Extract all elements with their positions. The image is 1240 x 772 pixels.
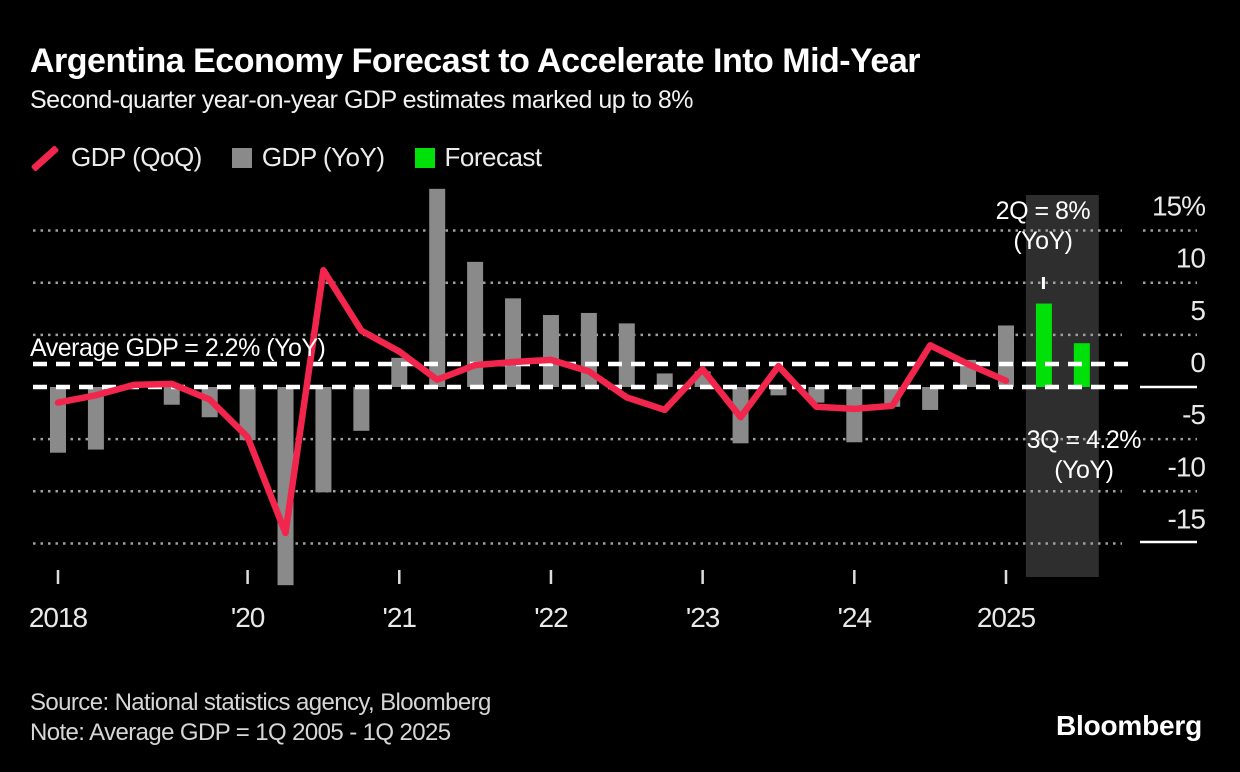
- y-tick-label: 10: [1176, 243, 1206, 274]
- annotation-line1: 3Q = 4.2%: [1027, 426, 1142, 454]
- gray-square-swatch-icon: [231, 147, 252, 168]
- y-tick-label: 0: [1190, 347, 1205, 378]
- y-tick-label: 15%: [1152, 191, 1205, 222]
- y-tick-label: -5: [1182, 399, 1205, 430]
- legend-label: Forecast: [444, 142, 543, 172]
- legend-item-gdp-yoy: GDP (YoY): [231, 142, 385, 173]
- annotation: 2Q = 8%(YoY): [996, 197, 1091, 255]
- chart-footer: Source: National statistics agency, Bloo…: [30, 688, 491, 748]
- yoy-bar: [505, 298, 522, 387]
- yoy-bar: [770, 387, 787, 396]
- legend-item-forecast: Forecast: [414, 142, 543, 173]
- yoy-bar: [429, 188, 446, 387]
- x-tick-label: '20: [231, 602, 265, 633]
- x-tick-label: 2018: [29, 602, 88, 633]
- y-tick-label: 5: [1190, 295, 1205, 326]
- yoy-bar: [277, 387, 294, 586]
- chart-legend: GDP (QoQ) GDP (YoY) Forecast: [30, 142, 572, 173]
- annotation-line2: (YoY): [1013, 227, 1072, 255]
- annotation-line1: 2Q = 8%: [996, 197, 1091, 225]
- page-title: Argentina Economy Forecast to Accelerate…: [30, 42, 920, 80]
- legend-label: GDP (YoY): [261, 142, 385, 172]
- legend-item-gdp-qoq: GDP (QoQ): [30, 142, 202, 173]
- yoy-bar: [315, 387, 332, 493]
- bloomberg-logo: Bloomberg: [1056, 710, 1202, 741]
- x-tick-label: '24: [838, 602, 872, 633]
- yoy-bar: [239, 387, 256, 441]
- note-text: Note: Average GDP = 1Q 2005 - 1Q 2025: [30, 719, 451, 746]
- yoy-bar: [467, 261, 484, 387]
- x-tick-label: '23: [686, 602, 720, 633]
- x-tick-label: '21: [383, 602, 417, 633]
- annotation: 3Q = 4.2%(YoY): [1027, 426, 1142, 484]
- x-tick-label: 2025: [977, 602, 1036, 633]
- yoy-bar: [50, 387, 66, 453]
- source-text: Source: National statistics agency, Bloo…: [30, 689, 491, 716]
- legend-label: GDP (QoQ): [71, 142, 202, 172]
- yoy-bar: [846, 387, 863, 443]
- y-tick-label: -10: [1168, 451, 1206, 482]
- yoy-bar: [922, 387, 939, 410]
- yoy-bar: [998, 325, 1014, 387]
- qoq-line: [54, 266, 1010, 537]
- yoy-bar: [656, 373, 673, 387]
- x-tick-label: '22: [534, 602, 568, 633]
- yoy-bar: [163, 387, 180, 405]
- page-subtitle: Second-quarter year-on-year GDP estimate…: [30, 86, 694, 114]
- forecast-bar: [1035, 303, 1052, 387]
- yoy-bar: [353, 387, 370, 431]
- average-line-label: Average GDP = 2.2% (YoY): [30, 334, 325, 362]
- yoy-bar: [542, 315, 559, 387]
- y-tick-label: -15: [1168, 503, 1206, 534]
- annotation-line2: (YoY): [1054, 456, 1113, 484]
- green-square-swatch-icon: [414, 147, 435, 168]
- yoy-bar: [618, 323, 635, 387]
- yoy-bar: [87, 387, 104, 450]
